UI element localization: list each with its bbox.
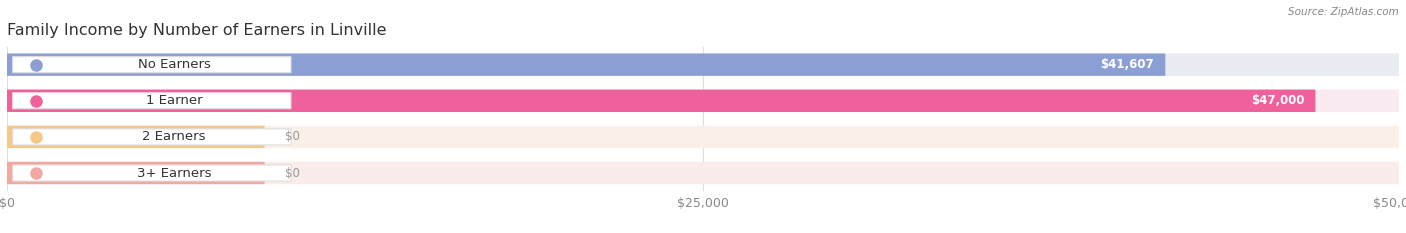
Text: No Earners: No Earners (138, 58, 211, 71)
Text: $0: $0 (285, 130, 301, 143)
FancyBboxPatch shape (7, 89, 1316, 112)
FancyBboxPatch shape (7, 162, 264, 184)
Text: Family Income by Number of Earners in Linville: Family Income by Number of Earners in Li… (7, 24, 387, 38)
Text: 3+ Earners: 3+ Earners (136, 167, 211, 179)
FancyBboxPatch shape (13, 165, 291, 181)
Text: $47,000: $47,000 (1251, 94, 1305, 107)
Text: 2 Earners: 2 Earners (142, 130, 205, 143)
FancyBboxPatch shape (7, 53, 1399, 76)
FancyBboxPatch shape (7, 53, 1166, 76)
FancyBboxPatch shape (13, 93, 291, 109)
Text: $41,607: $41,607 (1101, 58, 1154, 71)
FancyBboxPatch shape (7, 89, 1399, 112)
FancyBboxPatch shape (7, 126, 1399, 148)
FancyBboxPatch shape (13, 57, 291, 73)
FancyBboxPatch shape (13, 129, 291, 145)
Text: 1 Earner: 1 Earner (146, 94, 202, 107)
Text: Source: ZipAtlas.com: Source: ZipAtlas.com (1288, 7, 1399, 17)
FancyBboxPatch shape (7, 162, 1399, 184)
Text: $0: $0 (285, 167, 301, 179)
FancyBboxPatch shape (7, 126, 264, 148)
